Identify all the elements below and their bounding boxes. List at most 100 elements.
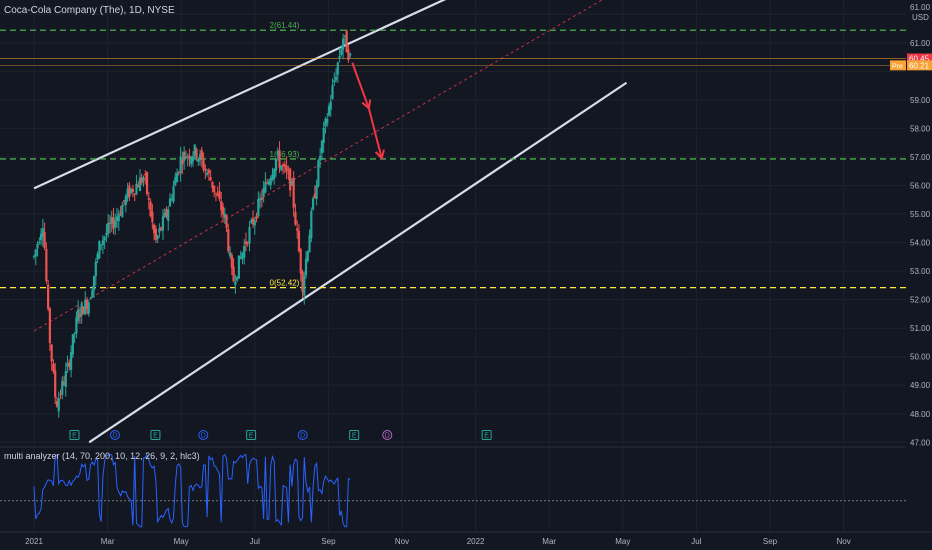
candle-body — [82, 306, 85, 315]
candle-body — [175, 173, 179, 183]
candle-body — [183, 151, 186, 161]
candle-body — [41, 228, 44, 237]
price-tick-label: 58.00 — [910, 124, 931, 133]
candle-body — [320, 140, 324, 153]
candle-body — [131, 188, 135, 192]
currency-label: USD — [912, 13, 929, 22]
candle-body — [255, 215, 258, 220]
candle-body — [308, 235, 311, 253]
event-badge — [246, 430, 257, 440]
candle-body — [230, 254, 233, 268]
candle-body — [336, 62, 339, 75]
candle-body — [188, 155, 191, 160]
candle-body — [130, 188, 133, 193]
time-axis-bg — [0, 532, 932, 550]
candle-body — [221, 206, 225, 215]
candle-body — [122, 200, 126, 202]
candle-body — [54, 370, 57, 398]
candle-body — [310, 211, 313, 239]
candle-body — [94, 261, 97, 277]
price-tick-label: 49.00 — [910, 381, 931, 390]
fib-levels: 2(61.44) 1(56.93) 0(52.42) — [0, 21, 906, 289]
channel-lines — [33, 0, 628, 444]
indicator-line — [33, 453, 351, 528]
candle-body — [121, 205, 124, 218]
candle-body — [200, 150, 203, 160]
price-axis[interactable]: 61.00USD61.0059.0058.0057.0056.0055.0054… — [890, 0, 932, 550]
fib-level-label: 0(52.42) — [270, 279, 300, 288]
price-tick-label: 51.00 — [910, 324, 931, 333]
candle-body — [244, 241, 248, 245]
price-tick-label: 56.00 — [910, 181, 931, 190]
candle-body — [64, 370, 67, 387]
candle-body — [241, 252, 244, 260]
candle-body — [154, 228, 157, 240]
candle-body — [184, 156, 188, 159]
candle-body — [165, 208, 168, 217]
price-label: 60.21 — [909, 61, 930, 70]
candle-body — [167, 209, 170, 221]
price-tick-label: 54.00 — [910, 239, 931, 248]
candle-body — [204, 168, 207, 171]
time-tick-label: Nov — [395, 537, 409, 546]
candle-body — [68, 362, 71, 368]
pre-tag-bg — [890, 60, 906, 71]
candle-body — [315, 185, 318, 199]
candle-body — [338, 55, 341, 59]
candle-body — [115, 216, 119, 221]
candle-body — [206, 172, 209, 175]
candle-body — [248, 227, 251, 244]
candle-body — [161, 216, 165, 231]
time-tick-label: Jul — [691, 537, 701, 546]
event-badge — [382, 430, 393, 440]
candle-body — [236, 276, 239, 281]
candle-body — [283, 164, 286, 167]
candle-body — [75, 317, 78, 334]
candle-body — [85, 299, 89, 310]
candle-body — [57, 398, 60, 412]
channel-upper-line — [33, 0, 447, 190]
event-badge — [198, 430, 209, 440]
candle-body — [326, 118, 329, 124]
candle-body — [39, 233, 43, 241]
candle-body — [334, 76, 338, 80]
candle-body — [174, 177, 177, 186]
candle-body — [105, 232, 108, 236]
candle-body — [253, 220, 256, 226]
candle-body — [145, 172, 149, 195]
candlestick-series — [32, 29, 352, 418]
candle-body — [331, 85, 334, 99]
candle-body — [296, 228, 299, 231]
projection-arrows — [351, 62, 385, 161]
candle-body — [299, 249, 302, 274]
price-tick-label: 59.00 — [910, 96, 931, 105]
time-tick-label: May — [615, 537, 630, 546]
event-badge-label: E — [352, 433, 357, 440]
candle-body — [329, 101, 332, 110]
candle-body — [317, 160, 320, 186]
price-tick-label: 52.00 — [910, 296, 931, 305]
candle-body — [322, 127, 325, 144]
price-tick-label: 47.00 — [910, 438, 931, 447]
candle-body — [158, 228, 161, 233]
candle-body — [92, 275, 96, 291]
candle-body — [301, 271, 304, 292]
candle-body — [257, 198, 260, 216]
candle-body — [137, 184, 140, 188]
indicator-label: multi analyzer (14, 70, 200, 10, 12, 26,… — [4, 451, 200, 461]
price-tick-label: 53.00 — [910, 267, 931, 276]
candle-body — [340, 49, 343, 55]
candle-body — [73, 333, 76, 335]
time-tick-label: 2022 — [467, 537, 485, 546]
time-axis[interactable]: 2021 Mar May Jul Sep Nov 2022 Mar May Jul Sep Nov — [0, 531, 932, 550]
candle-body — [202, 160, 205, 170]
candle-body — [347, 49, 350, 60]
candle-body — [343, 35, 346, 37]
candle-body — [297, 230, 301, 252]
candle-body — [170, 198, 173, 200]
candle-body — [100, 244, 103, 246]
event-badge-label: D — [112, 433, 117, 440]
candle-body — [78, 314, 82, 318]
candle-body — [306, 251, 309, 261]
